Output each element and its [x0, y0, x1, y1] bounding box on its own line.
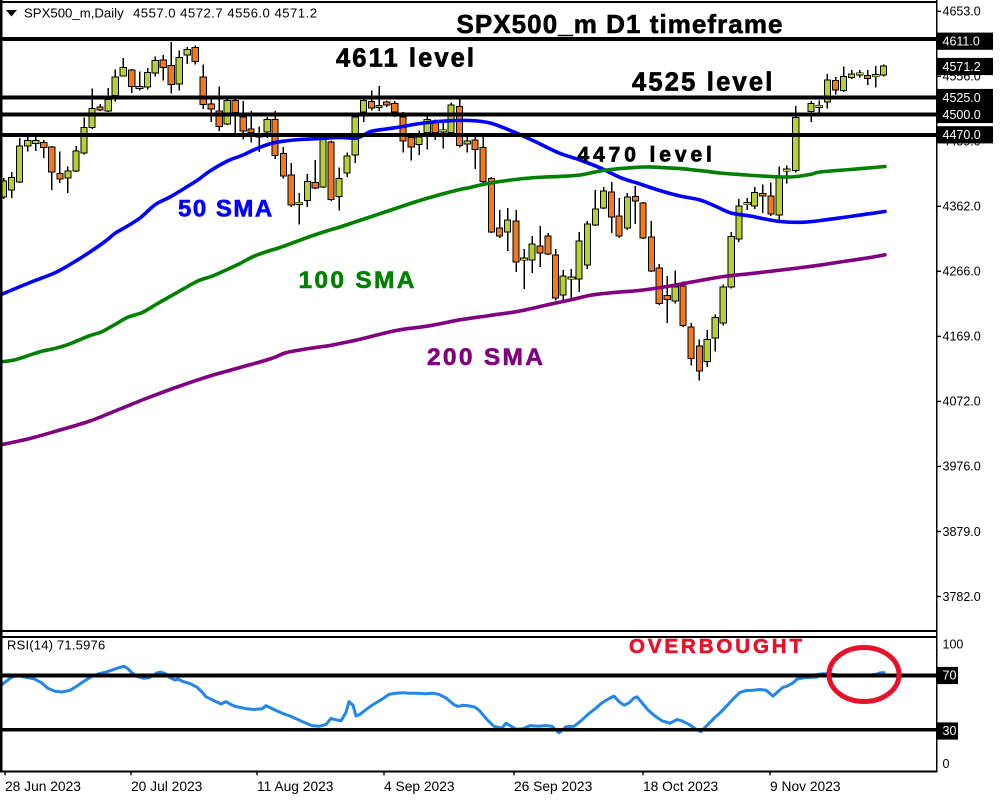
svg-text:100: 100: [943, 638, 964, 652]
svg-text:OVERBOUGHT: OVERBOUGHT: [629, 635, 805, 658]
svg-text:4653.0: 4653.0: [943, 5, 981, 19]
svg-text:70: 70: [943, 669, 957, 683]
svg-text:26 Sep 2023: 26 Sep 2023: [514, 779, 593, 794]
svg-text:9 Nov 2023: 9 Nov 2023: [770, 779, 841, 794]
svg-text:100 SMA: 100 SMA: [299, 267, 417, 294]
svg-text:4 Sep 2023: 4 Sep 2023: [384, 779, 455, 794]
svg-text:4266.0: 4266.0: [943, 265, 981, 279]
svg-text:4611.0: 4611.0: [943, 35, 980, 49]
svg-text:4072.0: 4072.0: [943, 395, 981, 409]
svg-text:4525 level: 4525 level: [632, 68, 775, 96]
svg-text:30: 30: [943, 724, 957, 738]
svg-text:4557.0 4572.7 4556.0 4571.2: 4557.0 4572.7 4556.0 4571.2: [133, 6, 317, 21]
svg-text:200 SMA: 200 SMA: [427, 344, 545, 371]
svg-text:50 SMA: 50 SMA: [178, 196, 274, 223]
svg-text:4169.0: 4169.0: [943, 330, 981, 344]
svg-text:0: 0: [943, 757, 950, 771]
svg-text:18 Oct 2023: 18 Oct 2023: [643, 779, 718, 794]
svg-text:3782.0: 3782.0: [943, 590, 981, 604]
svg-text:4362.0: 4362.0: [943, 200, 981, 214]
svg-text:11 Aug 2023: 11 Aug 2023: [257, 779, 334, 794]
svg-text:3879.0: 3879.0: [943, 525, 981, 539]
svg-text:SPX500_m,Daily: SPX500_m,Daily: [24, 6, 124, 21]
svg-text:20 Jul 2023: 20 Jul 2023: [131, 779, 203, 794]
svg-text:RSI(14) 71.5976: RSI(14) 71.5976: [7, 638, 105, 653]
svg-text:SPX500_m D1 timeframe: SPX500_m D1 timeframe: [457, 9, 784, 39]
svg-text:4470 level: 4470 level: [578, 144, 716, 167]
svg-text:4571.2: 4571.2: [943, 60, 981, 74]
svg-text:4500.0: 4500.0: [943, 108, 981, 122]
svg-text:4611 level: 4611 level: [336, 44, 476, 72]
svg-text:3976.0: 3976.0: [943, 460, 981, 474]
svg-text:28 Jun 2023: 28 Jun 2023: [5, 779, 81, 794]
svg-text:4470.0: 4470.0: [943, 128, 981, 142]
svg-text:4525.0: 4525.0: [943, 91, 981, 105]
